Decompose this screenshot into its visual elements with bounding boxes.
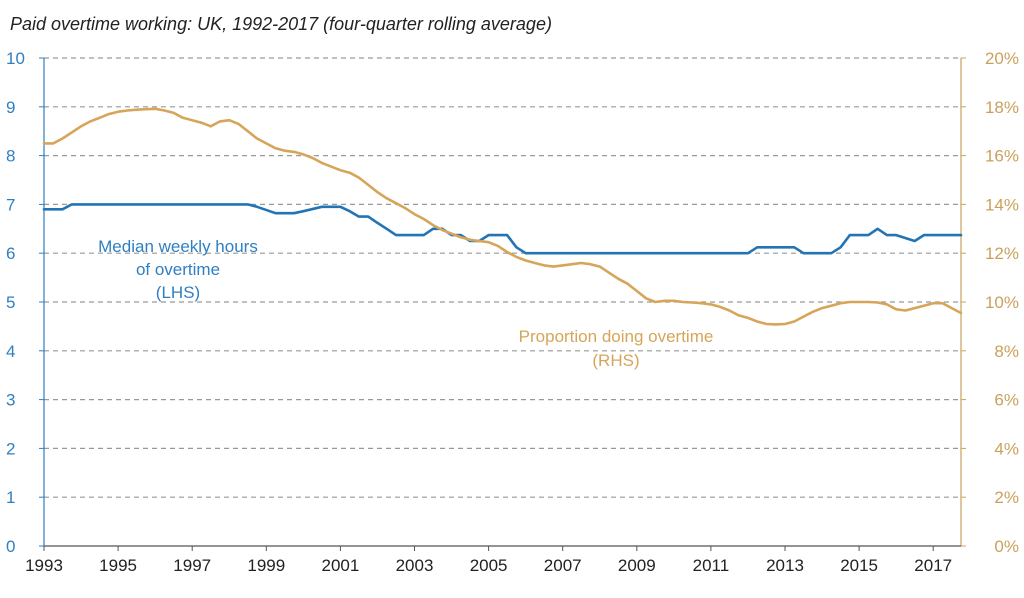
lhs-label-line-2: of overtime <box>136 260 220 279</box>
x-tick-label: 2009 <box>618 556 656 575</box>
y-right-tick-label: 20% <box>985 49 1019 68</box>
y-axis-right-ticks: 0% 2% 4% 6% 8% 10% 12% 14% 16% 18% 20% <box>985 49 1019 556</box>
y-left-tick-label: 0 <box>6 537 15 556</box>
rhs-label-line-2: (RHS) <box>592 351 639 370</box>
x-tick-label: 1997 <box>173 556 211 575</box>
lhs-label-line-3: (LHS) <box>156 283 200 302</box>
lhs-label-line-1: Median weekly hours <box>98 237 258 256</box>
x-tick-label: 2017 <box>914 556 952 575</box>
y-right-tick-label: 0% <box>994 537 1019 556</box>
rhs-label-line-1: Proportion doing overtime <box>519 327 714 346</box>
y-left-tick-label: 10 <box>6 49 25 68</box>
x-tick-label: 2013 <box>766 556 804 575</box>
y-left-tick-label: 7 <box>6 195 15 214</box>
x-tick-label: 1993 <box>25 556 63 575</box>
axes <box>39 57 966 551</box>
y-left-tick-label: 2 <box>6 439 15 458</box>
y-right-tick-label: 10% <box>985 293 1019 312</box>
x-tick-label: 1995 <box>99 556 137 575</box>
y-axis-left-ticks: 0 1 2 3 4 5 6 7 8 9 10 <box>6 49 25 556</box>
x-tick-label: 2001 <box>321 556 359 575</box>
y-right-tick-label: 18% <box>985 98 1019 117</box>
x-tick-label: 2015 <box>840 556 878 575</box>
y-left-tick-label: 6 <box>6 244 15 263</box>
y-left-tick-label: 9 <box>6 98 15 117</box>
y-left-tick-label: 1 <box>6 488 15 507</box>
y-left-tick-label: 8 <box>6 147 15 166</box>
x-tick-label: 2007 <box>544 556 582 575</box>
y-right-tick-label: 6% <box>994 391 1019 410</box>
y-right-tick-label: 8% <box>994 342 1019 361</box>
x-tick-label: 2003 <box>396 556 434 575</box>
x-tick-label: 1999 <box>247 556 285 575</box>
x-axis-ticks: 1993 1995 1997 1999 2001 2003 2005 2007 2009 2011… <box>25 556 952 575</box>
x-tick-label: 2011 <box>693 556 730 575</box>
series-lines <box>42 107 963 326</box>
y-left-tick-label: 4 <box>6 342 15 361</box>
y-right-tick-label: 12% <box>985 244 1019 263</box>
series-line-proportion <box>42 107 963 326</box>
y-left-tick-label: 3 <box>6 391 15 410</box>
y-right-tick-label: 14% <box>985 195 1019 214</box>
y-right-tick-label: 2% <box>994 488 1019 507</box>
x-tick-label: 2005 <box>470 556 508 575</box>
annotations: Median weekly hours of overtime (LHS) Pr… <box>98 237 713 370</box>
y-left-tick-label: 5 <box>6 293 15 312</box>
y-right-tick-label: 4% <box>994 439 1019 458</box>
chart-title: Paid overtime working: UK, 1992-2017 (fo… <box>10 14 552 34</box>
y-right-tick-label: 16% <box>985 147 1019 166</box>
